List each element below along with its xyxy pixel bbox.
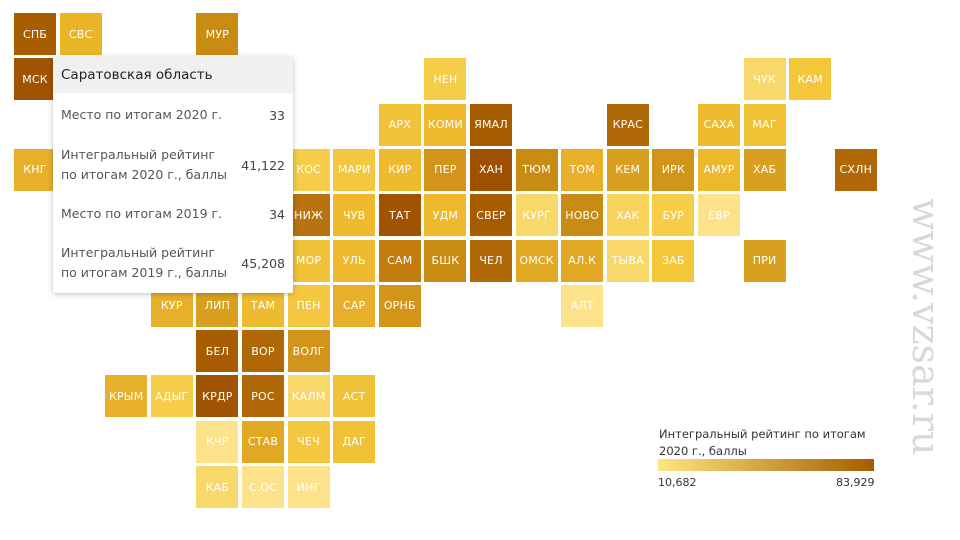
tooltip-label: Место по итогам 2020 г.	[61, 107, 223, 122]
region-tile-16[interactable]: МАРИ	[333, 148, 376, 191]
region-tile-1[interactable]: СПБ	[14, 13, 56, 55]
region-tile-51[interactable]: САР	[333, 284, 376, 327]
region-tile-60[interactable]: РОС	[242, 375, 284, 418]
tooltip-label: Интегральный рейтинг по итогам 2019 г., …	[61, 245, 227, 280]
region-tile-39[interactable]: САМ	[378, 239, 421, 282]
region-tile-4[interactable]: МСК	[14, 58, 56, 101]
region-tile-55[interactable]: ВОР	[242, 330, 284, 373]
region-tile-37[interactable]: МОР	[287, 239, 330, 282]
tooltip-region-name: Саратовская область	[53, 57, 293, 93]
region-tile-52[interactable]: ОРНБ	[378, 284, 421, 327]
region-tile-23[interactable]: ИРК	[652, 148, 695, 191]
watermark-text: www.vzsar.ru	[904, 198, 948, 456]
legend-gradient-bar	[658, 459, 874, 471]
region-tile-6[interactable]: ЧУК	[743, 58, 786, 101]
region-tile-62[interactable]: АСТ	[333, 375, 376, 418]
region-tile-40[interactable]: БШК	[424, 239, 467, 282]
region-tile-67[interactable]: КАБ	[196, 466, 239, 508]
tooltip-row-place-2019: Место по итогам 2019 г. 34	[53, 193, 293, 235]
region-tile-32[interactable]: КУРГ	[515, 194, 558, 237]
region-tile-42[interactable]: ОМСК	[515, 239, 558, 282]
region-tile-56[interactable]: ВОЛГ	[287, 330, 330, 373]
region-tile-38[interactable]: УЛЬ	[333, 239, 376, 282]
region-tile-7[interactable]: КАМ	[789, 58, 832, 101]
region-tile-33[interactable]: НОВО	[561, 194, 604, 237]
region-tile-35[interactable]: БУР	[652, 194, 695, 237]
region-tile-15[interactable]: КОС	[287, 148, 330, 191]
region-tile-31[interactable]: СВЕР	[470, 194, 512, 237]
region-tile-61[interactable]: КАЛМ	[287, 375, 330, 418]
legend-min-value: 10,682	[658, 476, 697, 489]
region-tile-10[interactable]: ЯМАЛ	[470, 103, 512, 146]
tooltip-label: Место по итогам 2019 г.	[61, 206, 223, 221]
region-tile-68[interactable]: С.ОС	[242, 466, 284, 508]
tooltip-row-place-2020: Место по итогам 2020 г. 33	[53, 93, 293, 137]
region-tile-28[interactable]: ЧУВ	[333, 194, 376, 237]
region-tile-46[interactable]: ПРИ	[743, 239, 786, 282]
region-tile-13[interactable]: МАГ	[743, 103, 786, 146]
region-tile-11[interactable]: КРАС	[606, 103, 649, 146]
region-tile-19[interactable]: ХАН	[470, 148, 512, 191]
region-tile-54[interactable]: БЕЛ	[196, 330, 239, 373]
region-tile-27[interactable]: НИЖ	[287, 194, 330, 237]
region-tile-34[interactable]: ХАК	[606, 194, 649, 237]
tooltip-value: 33	[269, 107, 285, 123]
region-tile-63[interactable]: КЧР	[196, 420, 239, 463]
region-tile-18[interactable]: ПЕР	[424, 148, 467, 191]
region-tile-24[interactable]: АМУР	[698, 148, 740, 191]
region-tile-5[interactable]: НЕН	[424, 58, 467, 101]
region-tile-17[interactable]: КИР	[378, 148, 421, 191]
region-tile-65[interactable]: ЧЕЧ	[287, 420, 330, 463]
tooltip-value: 45,208	[241, 255, 285, 271]
region-tile-43[interactable]: АЛ.К	[561, 239, 604, 282]
region-tile-3[interactable]: МУР	[196, 13, 239, 55]
region-tile-50[interactable]: ПЕН	[287, 284, 330, 327]
region-tile-9[interactable]: КОМИ	[424, 103, 467, 146]
region-tile-12[interactable]: САХА	[698, 103, 740, 146]
tooltip-label: Интегральный рейтинг по итогам 2020 г., …	[61, 147, 227, 182]
region-tile-30[interactable]: УДМ	[424, 194, 467, 237]
region-tile-59[interactable]: КРДР	[196, 375, 239, 418]
region-tile-21[interactable]: ТОМ	[561, 148, 604, 191]
region-tile-29[interactable]: ТАТ	[378, 194, 421, 237]
region-tile-2[interactable]: СВС	[59, 13, 102, 55]
region-tooltip: Саратовская область Место по итогам 2020…	[53, 57, 293, 293]
region-tile-20[interactable]: ТЮМ	[515, 148, 558, 191]
legend-max-value: 83,929	[836, 476, 875, 489]
region-tile-45[interactable]: ЗАБ	[652, 239, 695, 282]
region-tile-69[interactable]: ИНГ	[287, 466, 330, 508]
region-tile-57[interactable]: КРЫМ	[105, 375, 148, 418]
region-tile-64[interactable]: СТАВ	[242, 420, 284, 463]
region-tile-53[interactable]: АЛТ	[561, 284, 604, 327]
region-tile-25[interactable]: ХАБ	[743, 148, 786, 191]
tooltip-row-rating-2019: Интегральный рейтинг по итогам 2019 г., …	[53, 235, 293, 291]
region-tile-41[interactable]: ЧЕЛ	[470, 239, 512, 282]
tooltip-row-rating-2020: Интегральный рейтинг по итогам 2020 г., …	[53, 137, 293, 193]
region-tile-44[interactable]: ТЫВА	[606, 239, 649, 282]
region-tile-58[interactable]: АДЫГ	[150, 375, 193, 418]
tooltip-value: 34	[269, 206, 285, 222]
legend-title: Интегральный рейтинг по итогам 2020 г., …	[659, 427, 866, 458]
region-tile-22[interactable]: КЕМ	[606, 148, 649, 191]
region-tile-26[interactable]: СХЛН	[834, 148, 877, 191]
region-tile-14[interactable]: КНГ	[14, 148, 56, 191]
region-tile-66[interactable]: ДАГ	[333, 420, 376, 463]
region-tile-36[interactable]: ЕВР	[698, 194, 740, 237]
tooltip-value: 41,122	[241, 157, 285, 173]
region-tile-8[interactable]: АРХ	[378, 103, 421, 146]
